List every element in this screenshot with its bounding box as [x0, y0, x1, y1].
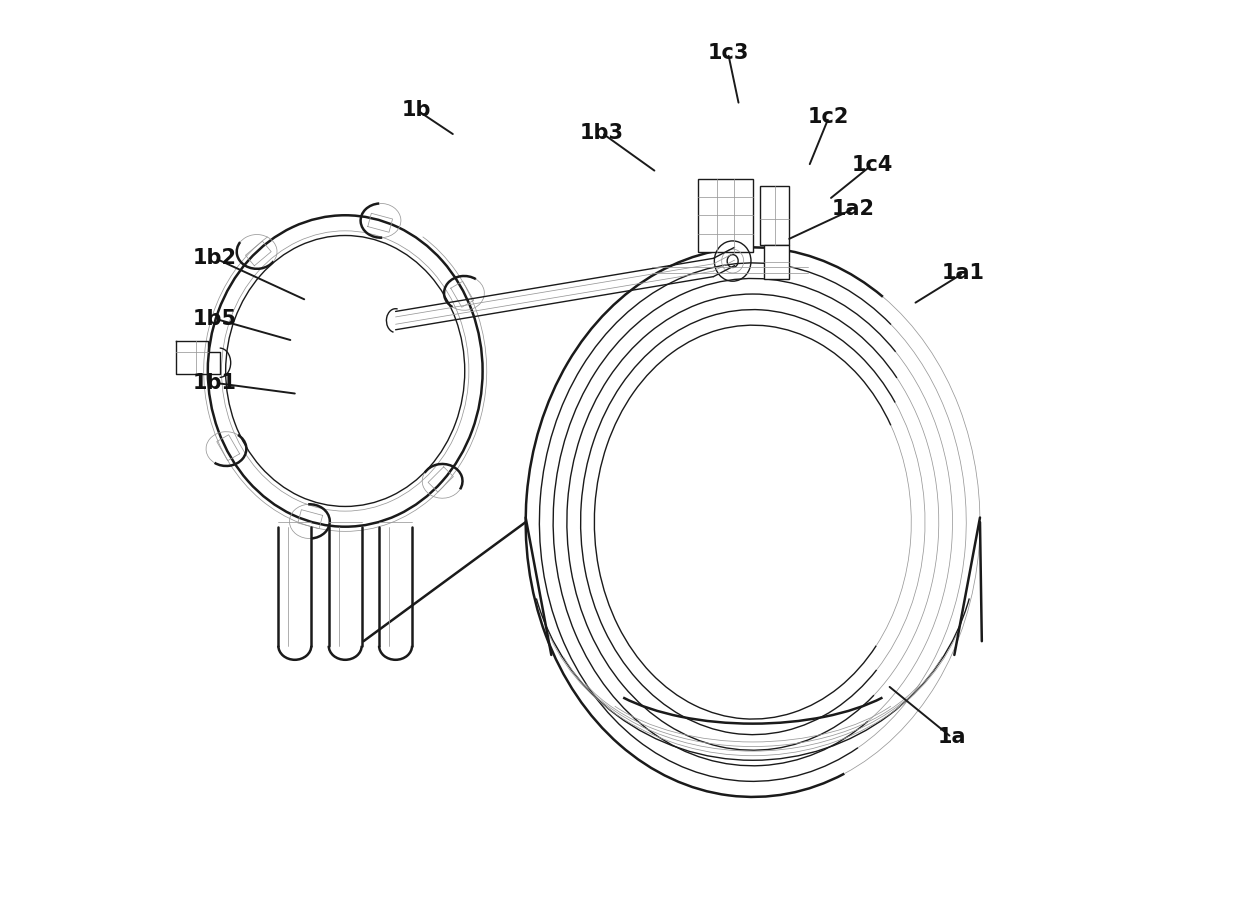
Text: 1b: 1b: [402, 100, 432, 120]
Text: 1a: 1a: [937, 727, 966, 747]
FancyBboxPatch shape: [760, 186, 790, 245]
Text: 1b1: 1b1: [193, 373, 237, 393]
Text: 1a1: 1a1: [942, 263, 985, 283]
Text: 1a2: 1a2: [832, 199, 875, 219]
Text: 1b2: 1b2: [193, 248, 237, 268]
Text: 1c3: 1c3: [707, 43, 749, 63]
FancyBboxPatch shape: [698, 179, 753, 252]
Text: 1c4: 1c4: [851, 155, 893, 175]
Text: 1b5: 1b5: [193, 309, 237, 329]
Text: 1c2: 1c2: [808, 107, 849, 127]
Text: 1b3: 1b3: [579, 123, 624, 143]
FancyBboxPatch shape: [764, 245, 790, 279]
